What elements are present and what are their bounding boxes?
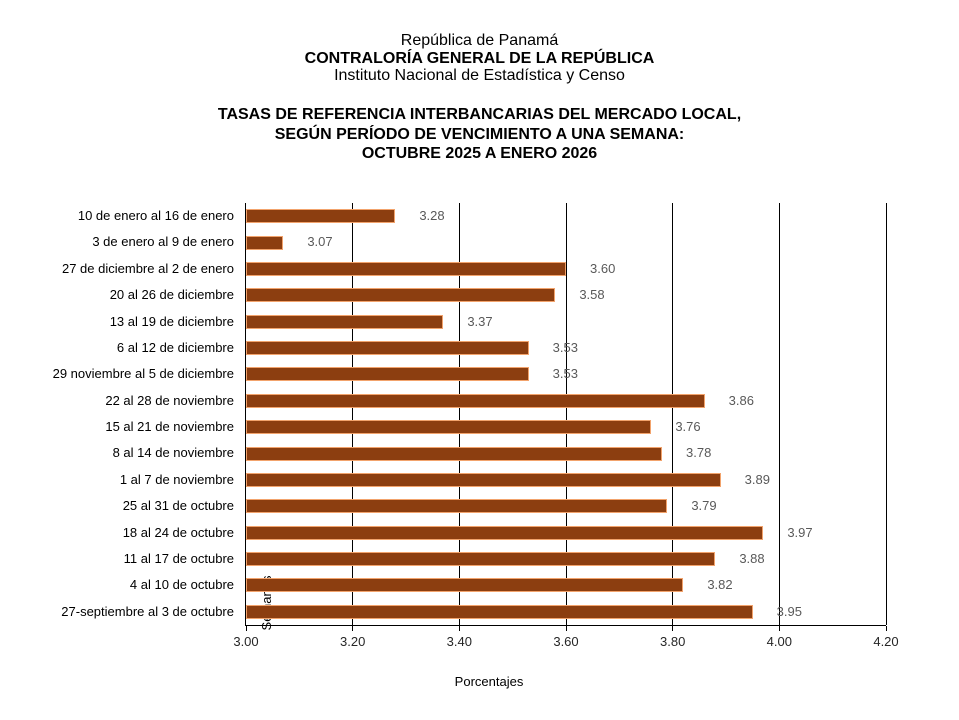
x-tick-mark — [778, 626, 780, 631]
bar — [246, 261, 566, 276]
x-tick-mark — [245, 626, 247, 631]
value-label: 3.28 — [419, 208, 445, 223]
category-label: 8 al 14 de noviembre — [112, 445, 234, 461]
value-label: 3.95 — [776, 603, 802, 619]
value-label: 3.89 — [744, 471, 770, 487]
org-name-line3: Instituto Nacional de Estadística y Cens… — [334, 67, 625, 84]
category-label: 22 al 28 de noviembre — [105, 392, 234, 408]
category-label: 25 al 31 de octubre — [122, 498, 234, 514]
x-tick-label: 3.00 — [233, 634, 259, 649]
x-tick-label: 4.00 — [766, 634, 792, 649]
value-label: 3.53 — [552, 366, 578, 382]
bar — [246, 314, 444, 329]
x-tick-mark — [565, 626, 567, 631]
bar — [246, 552, 716, 567]
chart-title-line1: TASAS DE REFERENCIA INTERBANCARIAS DEL M… — [217, 106, 742, 123]
bar — [246, 446, 662, 461]
x-tick-label: 4.20 — [873, 634, 899, 649]
category-label: 20 al 26 de diciembre — [109, 287, 234, 303]
bar — [246, 209, 396, 224]
chart-title-line2: SEGÚN PERÍODO DE VENCIMIENTO A UNA SEMAN… — [274, 125, 685, 143]
org-name-line2: CONTRALORÍA GENERAL DE LA REPÚBLICA — [304, 49, 655, 67]
category-label: 1 al 7 de noviembre — [119, 471, 234, 487]
bar — [246, 393, 705, 408]
category-label: 3 de enero al 9 de enero — [92, 234, 234, 250]
bar — [246, 604, 753, 619]
gridline — [778, 203, 780, 625]
bar — [246, 499, 668, 514]
value-label: 3.82 — [707, 577, 733, 593]
category-label: 4 al 10 de octubre — [129, 577, 234, 593]
value-label: 3.53 — [552, 339, 578, 355]
gridline — [352, 203, 354, 625]
x-tick-label: 3.20 — [340, 634, 366, 649]
value-label: 3.88 — [739, 550, 765, 566]
gridline — [672, 203, 674, 625]
category-label: 10 de enero al 16 de enero — [77, 208, 234, 223]
org-name-line1: República de Panamá — [400, 32, 559, 49]
x-tick-label: 3.60 — [553, 634, 579, 649]
bar — [246, 472, 721, 487]
x-tick-label: 3.40 — [446, 634, 472, 649]
gridline — [885, 203, 887, 625]
category-label: 27-septiembre al 3 de octubre — [61, 603, 234, 619]
value-label: 3.60 — [590, 260, 616, 276]
category-label: 29 noviembre al 5 de diciembre — [52, 366, 234, 382]
bar — [246, 367, 529, 382]
category-label: 27 de diciembre al 2 de enero — [61, 260, 234, 276]
gridline — [565, 203, 567, 625]
bar — [246, 578, 684, 593]
chart-title: TASAS DE REFERENCIA INTERBANCARIAS DEL M… — [0, 105, 959, 164]
value-label: 3.76 — [675, 419, 701, 434]
x-axis-label: Porcentajes — [454, 674, 524, 689]
category-label: 13 al 19 de diciembre — [109, 313, 234, 329]
category-label: 18 al 24 de octubre — [122, 524, 234, 540]
plot-area: Semanas 3.00 3.20 3.40 3.60 3.80 4.00 4.20 10 d… — [53, 203, 899, 649]
value-label: 3.86 — [728, 392, 754, 408]
value-label: 3.79 — [691, 498, 717, 514]
category-label: 6 al 12 de diciembre — [116, 339, 234, 355]
value-label: 3.97 — [787, 524, 813, 540]
bar — [246, 525, 764, 540]
chart-title-line3: OCTUBRE 2025 A ENERO 2026 — [361, 145, 598, 162]
category-label: 15 al 21 de noviembre — [105, 419, 234, 434]
value-label: 3.78 — [686, 445, 712, 461]
bar — [246, 288, 556, 303]
x-tick-mark — [885, 626, 887, 631]
value-label: 3.37 — [467, 313, 493, 329]
value-label: 3.58 — [579, 287, 605, 303]
category-label: 11 al 17 de octubre — [123, 550, 234, 566]
x-tick-mark — [352, 626, 354, 631]
org-header: República de Panamá CONTRALORÍA GENERAL … — [0, 32, 959, 85]
value-label: 3.07 — [307, 234, 333, 250]
x-tick-label: 3.80 — [660, 634, 686, 649]
x-tick-mark — [458, 626, 460, 631]
bar — [246, 420, 652, 435]
gridline — [458, 203, 460, 625]
x-tick-mark — [672, 626, 674, 631]
bar — [246, 235, 284, 250]
bar — [246, 341, 529, 356]
